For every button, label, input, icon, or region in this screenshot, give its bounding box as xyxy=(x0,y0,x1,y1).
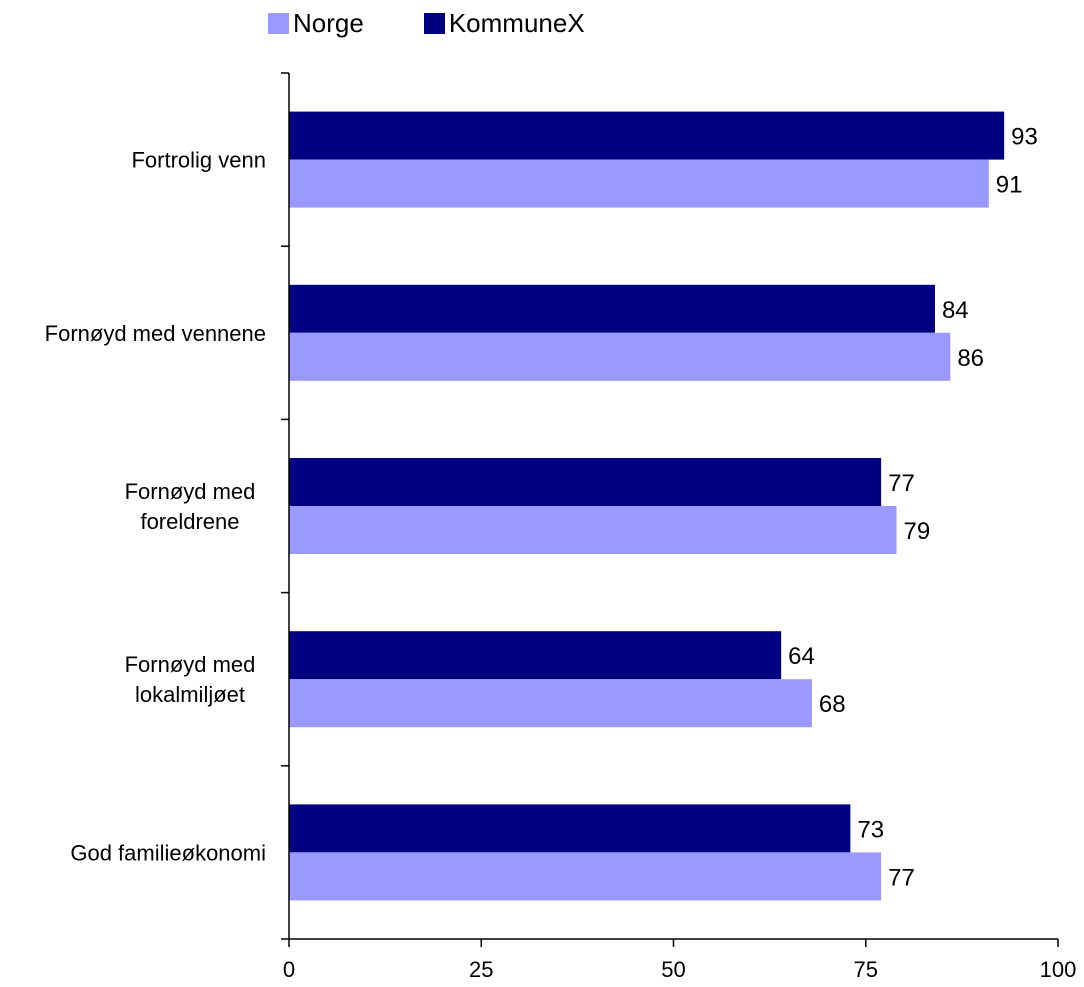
x-tick-label-1: 25 xyxy=(469,957,493,982)
bar-kommunex-0 xyxy=(289,111,1005,160)
data-label-norge-0: 91 xyxy=(996,172,1023,199)
bar-norge-0 xyxy=(289,159,989,208)
category-label-2-line-0: Fornøyd med xyxy=(125,479,256,504)
category-label-4: God familieøkonomi xyxy=(70,840,266,865)
legend: Norge KommuneX xyxy=(268,8,645,39)
data-label-norge-2: 79 xyxy=(904,518,931,545)
bar-kommunex-3 xyxy=(289,631,782,680)
legend-item-kommunex: KommuneX xyxy=(423,8,585,39)
category-label-0: Fortrolig venn xyxy=(131,148,266,173)
legend-swatch-kommunex xyxy=(423,13,445,34)
x-tick-label-3: 75 xyxy=(854,957,878,982)
bar-kommunex-2 xyxy=(289,458,882,506)
category-label-2-line-1: foreldrene xyxy=(140,509,239,534)
category-label-3-line-1: lokalmiljøet xyxy=(135,682,245,707)
data-label-kommunex-0: 93 xyxy=(1011,124,1038,151)
category-label-3-line-0: Fornøyd med xyxy=(125,652,256,677)
data-label-norge-4: 77 xyxy=(888,864,915,891)
data-label-norge-3: 68 xyxy=(819,691,846,718)
category-label-1: Fornøyd med vennene xyxy=(45,321,266,346)
data-label-kommunex-1: 84 xyxy=(942,297,969,324)
bar-norge-1 xyxy=(289,332,951,381)
legend-label-kommunex: KommuneX xyxy=(448,8,585,38)
data-label-kommunex-2: 77 xyxy=(888,470,915,497)
x-tick-label-0: 0 xyxy=(283,957,295,982)
x-tick-label-2: 50 xyxy=(661,957,685,982)
legend-item-norge: Norge xyxy=(268,8,364,39)
data-label-kommunex-3: 64 xyxy=(788,643,815,670)
bar-norge-3 xyxy=(289,679,812,728)
legend-swatch-norge xyxy=(268,13,289,34)
bar-norge-2 xyxy=(289,506,897,554)
data-label-norge-1: 86 xyxy=(957,345,984,372)
bar-norge-4 xyxy=(289,852,882,901)
x-tick-label-4: 100 xyxy=(1040,957,1077,982)
bar-kommunex-1 xyxy=(289,284,935,333)
bar-kommunex-4 xyxy=(289,804,851,853)
legend-label-norge: Norge xyxy=(293,8,364,38)
data-label-kommunex-4: 73 xyxy=(857,816,884,843)
